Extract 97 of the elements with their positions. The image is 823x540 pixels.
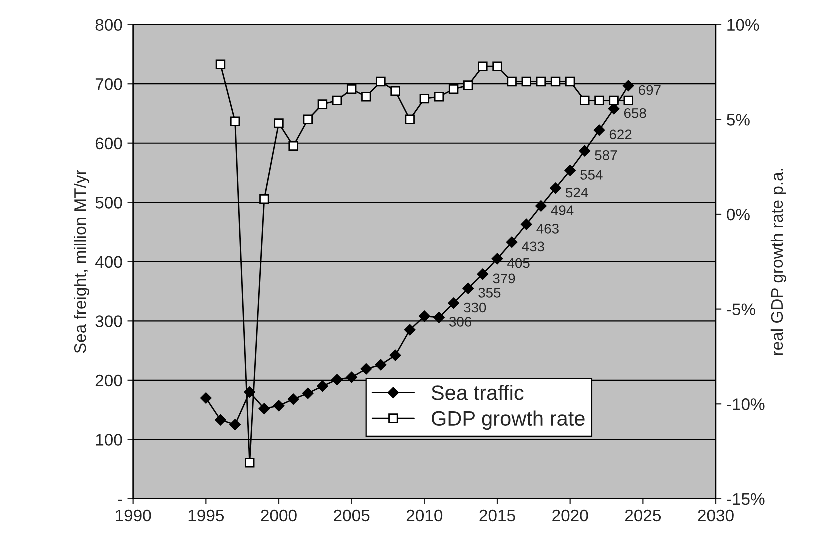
point <box>346 372 358 384</box>
point <box>362 92 372 102</box>
x-tick-label: 2030 <box>698 510 734 522</box>
point <box>258 403 270 414</box>
y-tick-label: 200 <box>96 374 122 387</box>
x-tick-label: 1995 <box>188 510 224 522</box>
y-tick-label: - <box>118 500 122 502</box>
point <box>434 312 445 324</box>
data-label: 494 <box>551 206 574 216</box>
point <box>448 84 459 94</box>
data-label: 330 <box>464 302 486 313</box>
point <box>477 268 489 280</box>
data-label: 463 <box>536 224 559 234</box>
point <box>200 392 212 404</box>
point <box>318 100 328 110</box>
point <box>434 92 444 102</box>
y2-tick-label: -10% <box>727 398 765 410</box>
y-tick-label: 700 <box>96 78 122 90</box>
y-tick-label: 800 <box>96 19 122 32</box>
point <box>390 350 402 362</box>
point <box>594 124 606 136</box>
x-tick-label: 2025 <box>625 510 662 522</box>
x-tick-label: 2020 <box>552 510 588 522</box>
x-tick-label: 2010 <box>406 510 443 522</box>
point <box>230 419 241 430</box>
data-label: 379 <box>493 274 516 284</box>
y2-tick-label: 5% <box>727 114 750 126</box>
y2-tick-label: -15% <box>727 493 765 506</box>
point <box>521 218 532 230</box>
point <box>288 394 300 405</box>
point <box>332 374 343 386</box>
y-tick-label: 400 <box>95 256 122 268</box>
point <box>565 76 576 87</box>
point <box>273 400 285 412</box>
point <box>550 182 562 194</box>
point <box>390 86 400 96</box>
point <box>376 76 386 87</box>
point <box>215 414 226 426</box>
point <box>317 380 328 392</box>
point <box>594 96 604 106</box>
point <box>536 200 547 212</box>
point <box>492 62 502 72</box>
y2-tick-label: 0% <box>727 208 750 221</box>
data-label: 433 <box>522 242 544 252</box>
y-axis-title: Sea freight, million MT/yr <box>74 170 90 354</box>
point <box>420 94 430 104</box>
legend-label: GDP growth rate <box>432 410 585 430</box>
point <box>550 76 561 87</box>
point <box>492 253 504 265</box>
y-tick-label: 500 <box>96 197 122 209</box>
data-label: 658 <box>624 108 646 118</box>
point <box>609 96 619 106</box>
point <box>564 165 576 176</box>
point <box>360 364 372 375</box>
y-tick-label: 300 <box>96 316 122 328</box>
point <box>522 76 532 87</box>
point <box>624 96 634 106</box>
data-label: 587 <box>595 150 618 160</box>
point <box>405 114 415 125</box>
x-tick-label: 1990 <box>116 510 152 522</box>
point <box>288 141 298 152</box>
data-label: 524 <box>566 188 588 198</box>
point <box>462 282 474 294</box>
point <box>274 118 284 128</box>
data-label: 697 <box>639 85 661 96</box>
point <box>216 60 226 70</box>
y2-tick-label: -5% <box>727 304 756 316</box>
point <box>375 359 387 371</box>
point <box>448 298 460 309</box>
point <box>579 145 591 157</box>
point <box>260 194 270 204</box>
point <box>478 62 488 72</box>
point <box>346 84 357 94</box>
x-tick-label: 2015 <box>480 510 516 522</box>
point <box>507 76 517 87</box>
x-tick-label: 2005 <box>334 510 370 522</box>
legend-label: Sea traffic <box>432 385 524 400</box>
point <box>332 96 342 106</box>
data-label: 622 <box>610 130 632 140</box>
point <box>303 114 313 125</box>
point <box>302 388 314 400</box>
y2-tick-label: 10% <box>728 19 760 32</box>
x-tick-label: 2000 <box>261 510 297 522</box>
data-label: 355 <box>478 288 501 298</box>
y-tick-label: 100 <box>96 434 122 446</box>
y2-axis-title: real GDP growth rate p.a. <box>770 169 786 356</box>
point <box>464 80 474 90</box>
data-label: 554 <box>580 170 603 180</box>
point <box>230 116 240 126</box>
point <box>623 80 634 92</box>
point <box>404 324 416 336</box>
point <box>536 76 546 87</box>
point <box>506 236 518 248</box>
point <box>245 458 255 468</box>
point <box>580 96 590 106</box>
y-tick-label: 600 <box>96 138 122 150</box>
point <box>419 310 430 322</box>
